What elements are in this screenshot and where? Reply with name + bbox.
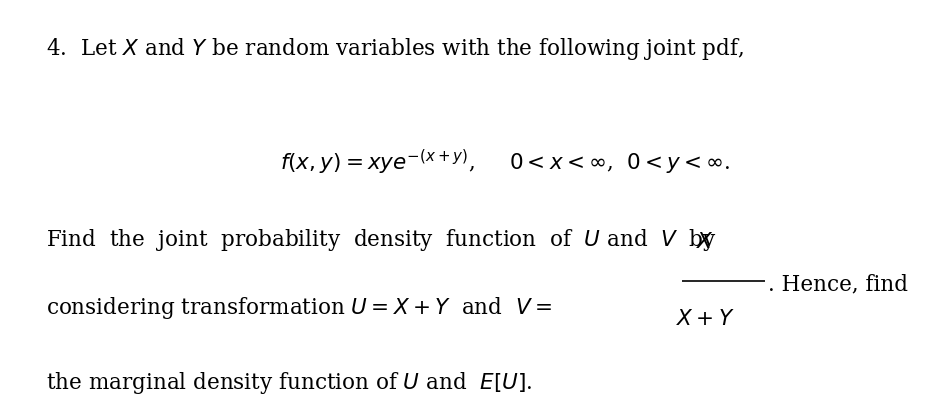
Text: $X$: $X$	[697, 231, 715, 253]
Text: . Hence, find: . Hence, find	[767, 274, 908, 295]
Text: $X + Y$: $X + Y$	[676, 309, 734, 330]
Text: Find  the  joint  probability  density  function  of  $U$ and  $V$  by: Find the joint probability density funct…	[45, 227, 716, 253]
Text: the marginal density function of $U$ and  $E[U]$.: the marginal density function of $U$ and…	[45, 370, 532, 396]
Text: considering transformation $U = X + Y$  and  $V =$: considering transformation $U = X + Y$ a…	[45, 295, 558, 321]
Text: $f(x, y) = xye^{-(x+y)}$,     $0 < x < \infty$,  $0 < y < \infty$.: $f(x, y) = xye^{-(x+y)}$, $0 < x < \inft…	[280, 147, 731, 177]
Text: 4.  Let $X$ and $Y$ be random variables with the following joint pdf,: 4. Let $X$ and $Y$ be random variables w…	[45, 36, 743, 62]
